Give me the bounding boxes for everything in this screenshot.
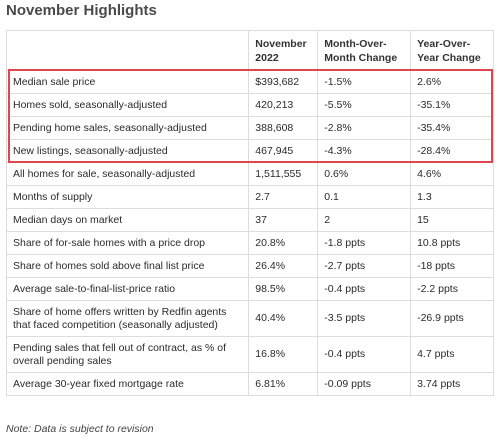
yoy-change: -35.1%: [410, 93, 494, 117]
highlights-table: November 2022 Month-Over-Month Change Ye…: [5, 30, 494, 396]
table-row: Months of supply 2.7 0.1 1.3: [5, 185, 494, 209]
page-title: November Highlights: [6, 2, 157, 19]
yoy-change: 3.74 ppts: [410, 372, 494, 396]
mom-change: -1.8 ppts: [317, 231, 412, 255]
yoy-change: 4.7 ppts: [410, 336, 494, 373]
november-value: 26.4%: [248, 254, 319, 278]
table-row: Pending home sales, seasonally-adjusted …: [5, 116, 494, 140]
footnote: Note: Data is subject to revision: [6, 423, 154, 435]
mom-change: -2.7 ppts: [317, 254, 412, 278]
table-row: Average 30-year fixed mortgage rate 6.81…: [5, 372, 494, 396]
mom-change: -0.09 ppts: [317, 372, 412, 396]
metric-label: Homes sold, seasonally-adjusted: [5, 93, 250, 117]
header-month-over-month: Month-Over-Month Change: [317, 30, 412, 71]
november-value: 98.5%: [248, 277, 319, 301]
metric-label: New listings, seasonally-adjusted: [5, 139, 250, 163]
metric-label: Average 30-year fixed mortgage rate: [5, 372, 250, 396]
mom-change: -1.5%: [317, 70, 412, 94]
november-value: 37: [248, 208, 319, 232]
mom-change: -5.5%: [317, 93, 412, 117]
november-value: 6.81%: [248, 372, 319, 396]
table-row: New listings, seasonally-adjusted 467,94…: [5, 139, 494, 163]
november-value: 420,213: [248, 93, 319, 117]
table-row: Share of home offers written by Redfin a…: [5, 300, 494, 337]
november-value: 40.4%: [248, 300, 319, 337]
mom-change: -0.4 ppts: [317, 336, 412, 373]
metric-label: Pending home sales, seasonally-adjusted: [5, 116, 250, 140]
header-metric: [5, 30, 250, 71]
yoy-change: 4.6%: [410, 162, 494, 186]
table-row: Share of for-sale homes with a price dro…: [5, 231, 494, 255]
header-year-over-year: Year-Over-Year Change: [410, 30, 494, 71]
yoy-change: 1.3: [410, 185, 494, 209]
table-row: All homes for sale, seasonally-adjusted …: [5, 162, 494, 186]
yoy-change: -35.4%: [410, 116, 494, 140]
yoy-change: 15: [410, 208, 494, 232]
mom-change: -3.5 ppts: [317, 300, 412, 337]
yoy-change: -18 ppts: [410, 254, 494, 278]
metric-label: Share of homes sold above final list pri…: [5, 254, 250, 278]
metric-label: Median sale price: [5, 70, 250, 94]
metric-label: All homes for sale, seasonally-adjusted: [5, 162, 250, 186]
table-row: Pending sales that fell out of contract,…: [5, 336, 494, 373]
mom-change: 2: [317, 208, 412, 232]
mom-change: -0.4 ppts: [317, 277, 412, 301]
yoy-change: -2.2 ppts: [410, 277, 494, 301]
metric-label: Pending sales that fell out of contract,…: [5, 336, 250, 373]
table-header-row: November 2022 Month-Over-Month Change Ye…: [5, 30, 494, 71]
yoy-change: 10.8 ppts: [410, 231, 494, 255]
metric-label: Months of supply: [5, 185, 250, 209]
table-row: Share of homes sold above final list pri…: [5, 254, 494, 278]
table-row: Median sale price $393,682 -1.5% 2.6%: [5, 70, 494, 94]
november-value: 16.8%: [248, 336, 319, 373]
mom-change: 0.6%: [317, 162, 412, 186]
table-row: Homes sold, seasonally-adjusted 420,213 …: [5, 93, 494, 117]
november-value: 467,945: [248, 139, 319, 163]
november-value: 1,511,555: [248, 162, 319, 186]
metric-label: Average sale-to-final-list-price ratio: [5, 277, 250, 301]
table-row: Average sale-to-final-list-price ratio 9…: [5, 277, 494, 301]
yoy-change: -26.9 ppts: [410, 300, 494, 337]
metric-label: Median days on market: [5, 208, 250, 232]
table-row: Median days on market 37 2 15: [5, 208, 494, 232]
mom-change: -4.3%: [317, 139, 412, 163]
yoy-change: -28.4%: [410, 139, 494, 163]
header-november-2022: November 2022: [248, 30, 319, 71]
yoy-change: 2.6%: [410, 70, 494, 94]
mom-change: 0.1: [317, 185, 412, 209]
november-value: 388,608: [248, 116, 319, 140]
november-value: 2.7: [248, 185, 319, 209]
november-value: 20.8%: [248, 231, 319, 255]
mom-change: -2.8%: [317, 116, 412, 140]
metric-label: Share of for-sale homes with a price dro…: [5, 231, 250, 255]
november-value: $393,682: [248, 70, 319, 94]
metric-label: Share of home offers written by Redfin a…: [5, 300, 250, 337]
